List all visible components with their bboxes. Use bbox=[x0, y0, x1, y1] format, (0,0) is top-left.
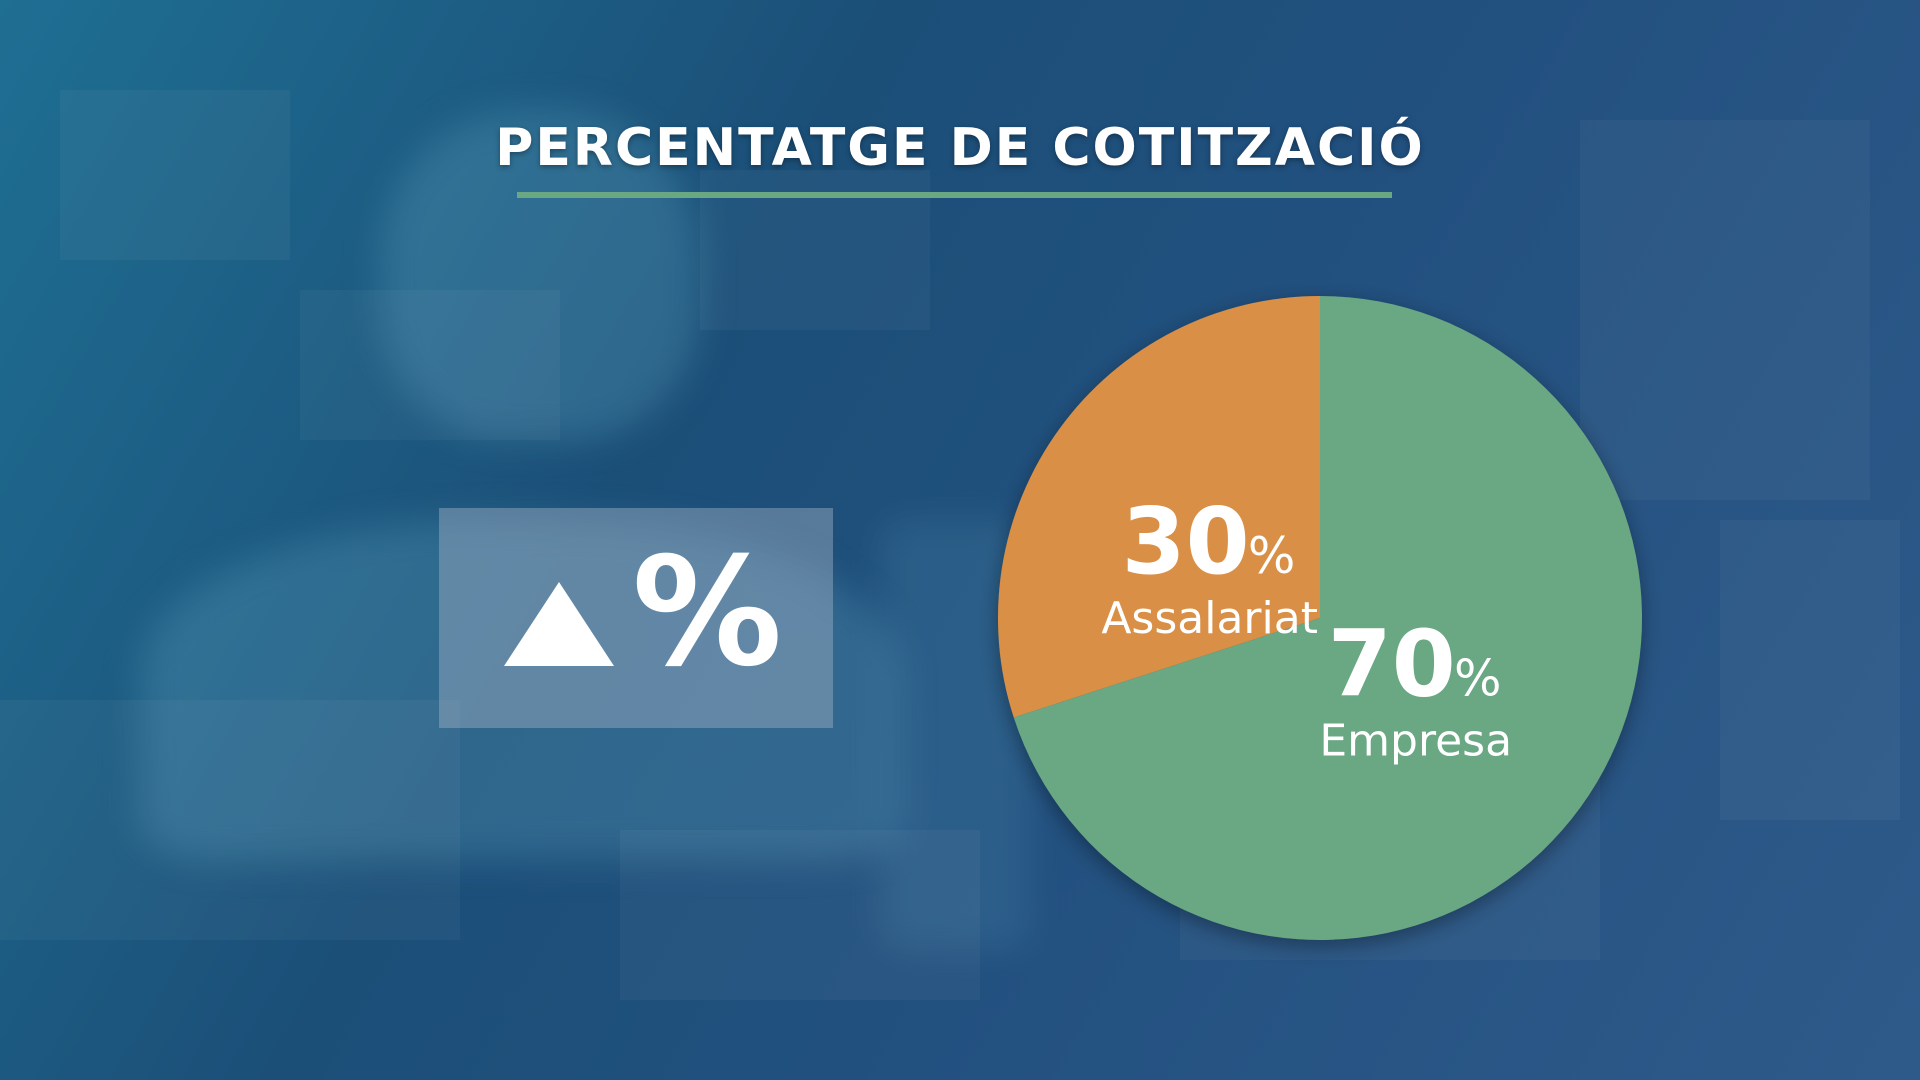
background-person-head bbox=[380, 110, 700, 440]
up-triangle-icon bbox=[504, 582, 614, 666]
pie-label-name-empresa: Empresa bbox=[1319, 715, 1512, 766]
title-underline bbox=[517, 192, 1392, 198]
pie-label-value-assalariat: 30 bbox=[1122, 488, 1250, 595]
percent-symbol: % bbox=[632, 526, 783, 700]
background-person-shoulders bbox=[140, 520, 900, 860]
pie-label-unit-empresa: % bbox=[1454, 649, 1502, 707]
pie-chart-svg: 30% Assalariat 70% Empresa bbox=[998, 296, 1642, 940]
pie-chart: 30% Assalariat 70% Empresa bbox=[980, 278, 1660, 958]
pie-label-value-empresa: 70 bbox=[1328, 610, 1456, 717]
pie-slice-assalariat bbox=[998, 296, 1320, 718]
pie-label-unit-assalariat: % bbox=[1248, 527, 1296, 585]
background-tile bbox=[1720, 520, 1900, 820]
pie-slice-empresa bbox=[1013, 296, 1642, 940]
title-container: PERCENTATGE DE COTITZACIÓ bbox=[0, 118, 1920, 178]
page-title: PERCENTATGE DE COTITZACIÓ bbox=[495, 118, 1425, 178]
background-tile bbox=[620, 830, 980, 1000]
background-tile bbox=[0, 700, 460, 940]
background-tile bbox=[1580, 120, 1870, 500]
pie-label-name-assalariat: Assalariat bbox=[1101, 593, 1318, 644]
background-tile bbox=[300, 290, 560, 440]
background-tile bbox=[60, 90, 290, 260]
